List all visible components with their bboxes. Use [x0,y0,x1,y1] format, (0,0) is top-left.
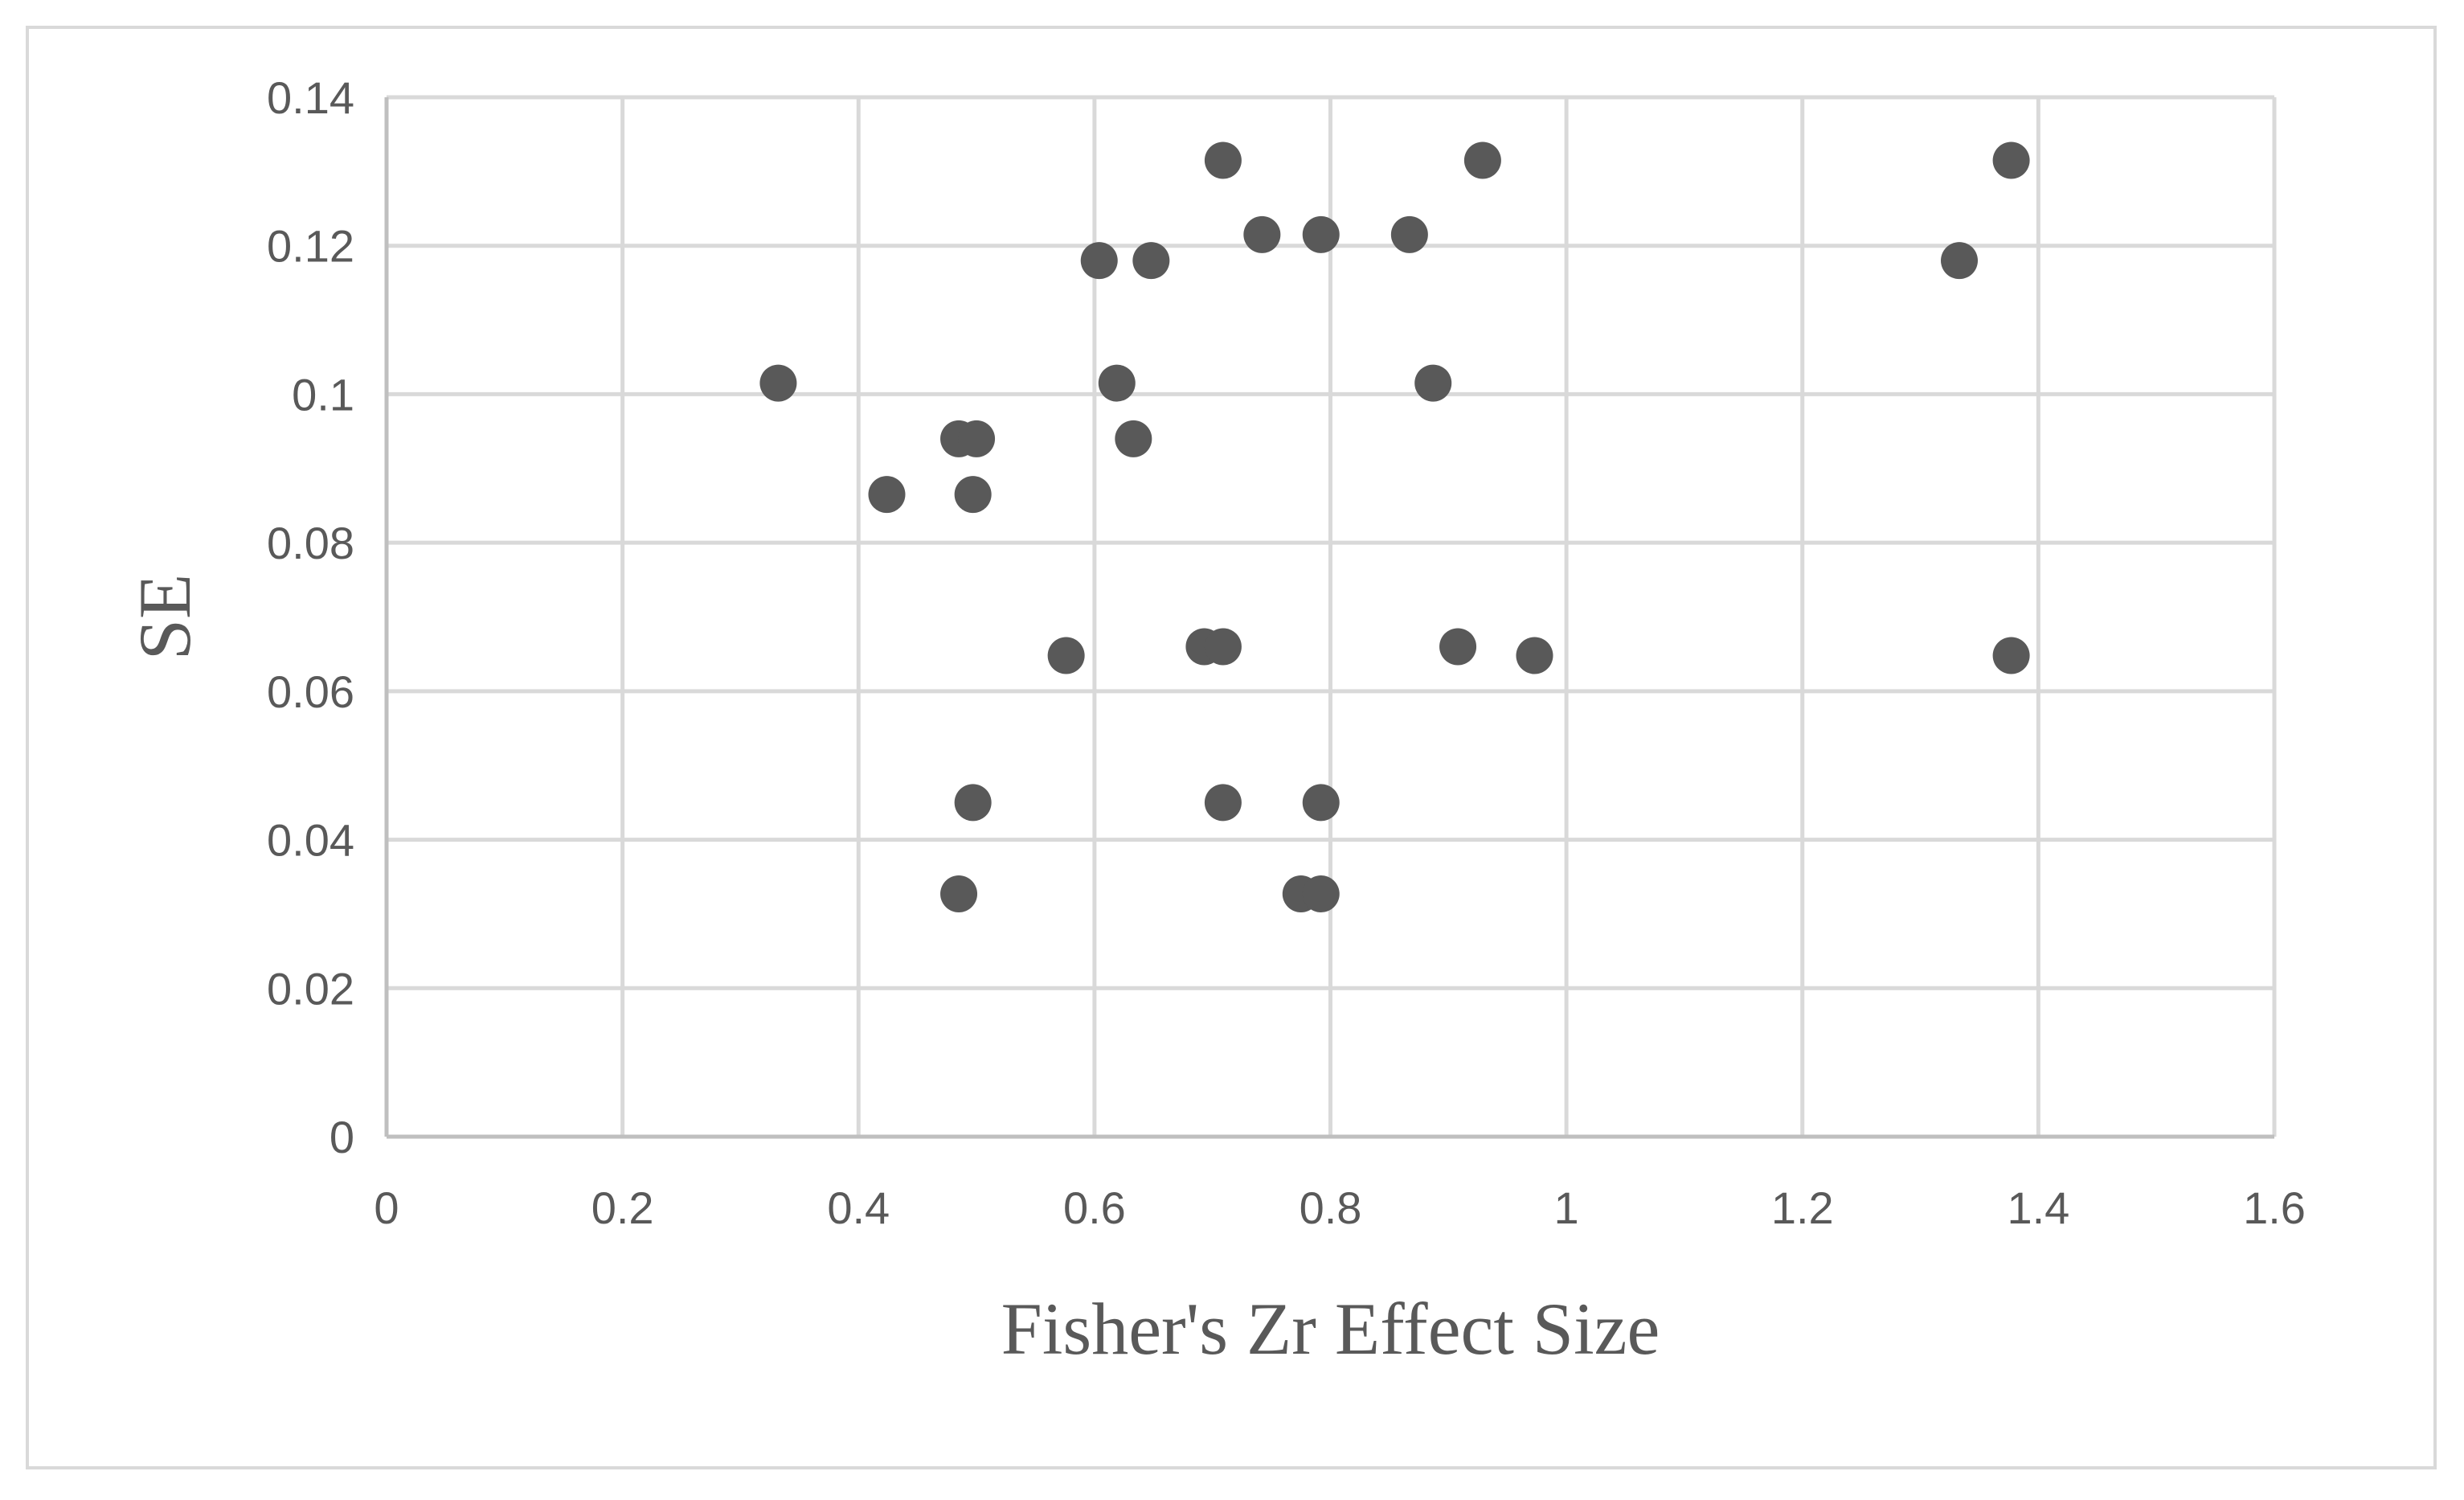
x-tick-label: 1 [1554,1182,1579,1233]
chart-frame: 0 0.2 0.4 0.6 0.8 1 1.2 1.4 1.6 0 0.02 0.04 0.06 0.08… [26,26,2437,1469]
data-point [759,364,797,402]
data-point [1204,141,1242,179]
data-point [1243,215,1281,253]
data-point [1941,242,1979,280]
data-points [759,141,2030,912]
y-tick-label: 0.14 [267,72,354,123]
y-tick-label: 0.04 [267,815,354,866]
data-point [1992,637,2030,674]
y-tick-label: 0 [329,1112,354,1162]
data-point [1204,628,1242,666]
data-point [1302,215,1340,253]
x-axis-title: Fisher's Zr Effect Size [1001,1288,1660,1370]
axes [384,97,2274,1139]
x-tick-label: 1.4 [2007,1182,2069,1233]
y-tick-label: 0.06 [267,666,354,717]
data-point [940,875,978,912]
x-tick-label: 0.4 [827,1182,890,1233]
y-tick-label: 0.02 [267,963,354,1014]
data-point [954,784,992,822]
y-tick-label: 0.12 [267,221,354,272]
y-axis-title: SE [124,574,206,660]
data-point [1516,637,1553,674]
data-point [1204,784,1242,822]
y-tick-label: 0.1 [292,369,354,420]
data-point [1115,420,1152,457]
x-tick-label: 1.6 [2243,1182,2306,1233]
gridlines [387,95,2277,1137]
data-point [1098,364,1136,402]
tick-labels: 0 0.2 0.4 0.6 0.8 1 1.2 1.4 1.6 0 0.02 0.04 0.06 0.08… [267,72,2306,1233]
x-tick-label: 0.8 [1300,1182,1362,1233]
data-point [868,476,906,514]
data-point [1414,364,1452,402]
data-point [958,420,996,457]
data-point [954,476,992,514]
x-tick-label: 0.6 [1063,1182,1126,1233]
data-point [1132,242,1170,280]
data-point [1463,141,1501,179]
x-tick-label: 0.2 [591,1182,654,1233]
data-point [1390,215,1428,253]
scatter-chart: 0 0.2 0.4 0.6 0.8 1 1.2 1.4 1.6 0 0.02 0.04 0.06 0.08… [124,72,2306,1370]
y-tick-label: 0.08 [267,518,354,568]
data-point [1047,637,1085,674]
data-point [1080,242,1118,280]
data-point [1439,628,1477,666]
data-point [1302,875,1340,912]
data-point [1992,141,2030,179]
x-tick-label: 1.2 [1771,1182,1834,1233]
x-tick-label: 0 [374,1182,399,1233]
data-point [1302,784,1340,822]
